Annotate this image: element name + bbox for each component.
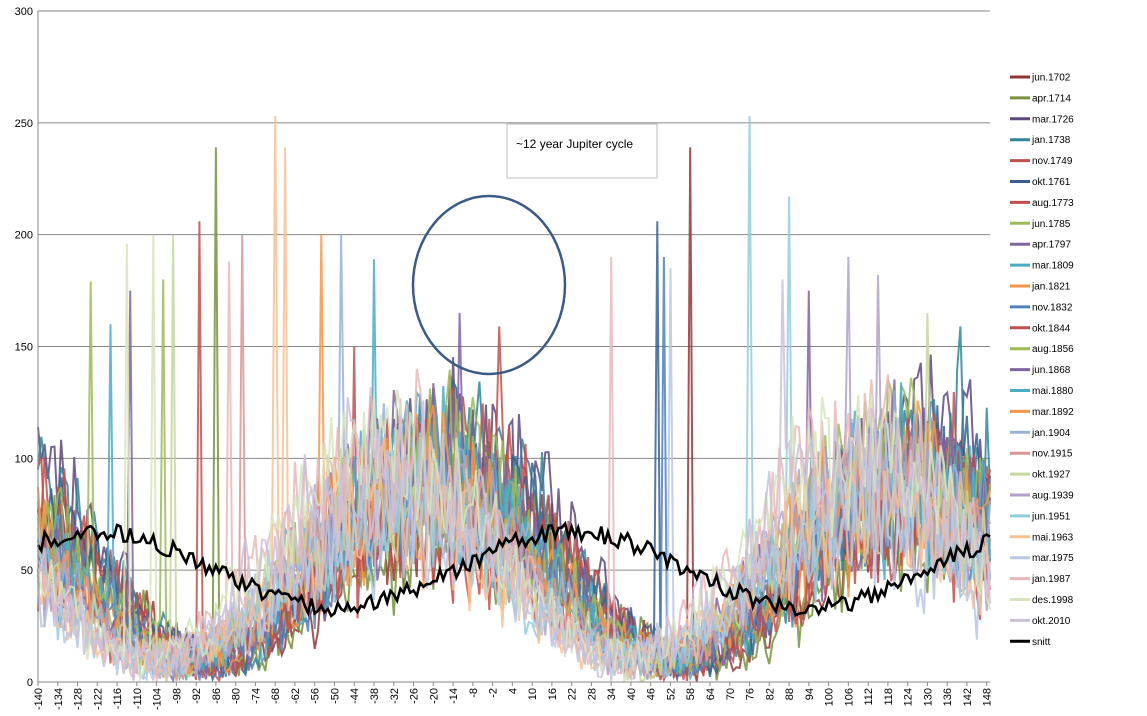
legend-label: nov.1832 [1032,302,1073,313]
x-tick-label: -116 [112,688,124,709]
x-tick-label: 58 [685,688,697,700]
x-tick-label: 40 [626,688,638,700]
x-tick-label: 148 [982,688,994,706]
x-tick-label: 118 [883,688,895,706]
legend-label: okt.1844 [1032,323,1071,334]
legend-label: apr.1797 [1032,240,1071,251]
x-tick-label: 76 [745,688,757,700]
legend-label: mar.1809 [1032,261,1074,272]
x-tick-label: -74 [250,688,262,704]
x-tick-label: 28 [586,688,598,700]
x-tick-label: -14 [448,688,460,704]
y-tick-label: 150 [15,342,33,354]
x-tick-label: -44 [349,688,361,704]
x-tick-label: -26 [409,688,421,704]
y-tick-label: 0 [27,677,33,689]
series-line-okt-2010 [37,279,991,682]
annotation-text: ~12 year Jupiter cycle [516,137,633,151]
legend-label: jun.1785 [1031,219,1071,230]
x-tick-label: -50 [329,688,341,704]
legend-label: snitt [1032,637,1051,648]
x-tick-label: 34 [606,688,618,700]
legend-label: apr.1714 [1032,93,1071,104]
annotation-box [506,123,658,179]
y-tick-label: 200 [15,230,33,242]
legend-label: jan.1738 [1031,135,1071,146]
y-tick-label: 50 [21,565,33,577]
x-tick-label: -128 [73,688,85,710]
x-tick-label: -122 [92,688,104,710]
legend-label: jun.1951 [1031,511,1071,522]
x-tick-label: 124 [903,688,915,706]
y-tick-label: 250 [15,118,33,130]
x-tick-label: 52 [665,688,677,700]
legend-label: okt.2010 [1032,616,1071,627]
x-tick-label: -32 [389,688,401,704]
annotations: ~12 year Jupiter cycle [411,123,658,376]
x-tick-label: -62 [290,688,302,704]
x-tick-label: -92 [191,688,203,704]
legend-label: okt.1761 [1032,177,1071,188]
x-tick-label: -8 [468,688,480,698]
x-tick-label: -98 [171,688,183,704]
series-line-snitt [36,520,991,618]
x-tick-label: 4 [507,688,519,694]
x-tick-label: 94 [804,688,816,700]
y-tick-label: 300 [15,6,33,18]
x-tick-label: 64 [705,688,717,700]
legend-label: okt.1927 [1032,470,1071,481]
legend-label: jun.1868 [1031,365,1071,376]
axes: 0 50 100 150 200 250 300 -140 -134 -128 -122 -116 -1… [15,6,994,710]
x-tick-label: 100 [824,688,836,706]
x-tick-label: -56 [310,688,322,704]
x-tick-label: -134 [53,688,65,710]
legend-label: des.1998 [1032,595,1074,606]
legend-label: jan.1904 [1031,428,1071,439]
x-tick-label: 130 [922,688,934,706]
x-tick-label: -140 [33,688,45,710]
legend-label: jan.1821 [1031,282,1071,293]
legend-label: mai.1963 [1032,532,1074,543]
x-tick-label: -86 [211,688,223,704]
x-tick-label: 106 [843,688,855,706]
legend-label: aug.1856 [1032,344,1074,355]
series-line-mar-1975 [37,268,991,682]
legend-label: mar.1892 [1032,407,1074,418]
legend-label: mai.1880 [1032,386,1074,397]
series-line-des-1998 [37,234,991,683]
x-tick-label: -110 [132,688,144,709]
x-tick-label: 46 [646,688,658,700]
legend-label: nov.1749 [1032,156,1073,167]
jupiter-cycle-circle [411,194,567,376]
legend-label: aug.1939 [1032,491,1074,502]
legend-label: jun.1702 [1031,73,1071,84]
legend-label: jan.1987 [1031,574,1071,585]
x-tick-label: 112 [863,688,875,706]
x-tick-label: -68 [270,688,282,704]
series-lines [36,116,991,684]
legend-label: mar.1726 [1032,114,1074,125]
x-tick-label: -2 [488,688,500,698]
x-tick-label: 82 [764,688,776,700]
x-tick-label: -80 [231,688,243,704]
y-tick-label: 100 [15,453,33,465]
legend: jun.1702 apr.1714 mar.1726 jan.1738 nov.1749… [1010,73,1074,648]
x-tick-label: 16 [547,688,559,700]
x-tick-label: 136 [942,688,954,706]
legend-label: nov.1915 [1032,449,1073,460]
x-tick-label: -20 [428,688,440,704]
x-tick-label: 22 [567,688,579,700]
x-tick-label: 88 [784,688,796,700]
x-tick-label: -38 [369,688,381,704]
legend-label: aug.1773 [1032,198,1074,209]
x-tick-label: 10 [527,688,539,700]
legend-label: mar.1975 [1032,553,1074,564]
x-tick-label: 70 [725,688,737,700]
x-tick-label: -104 [152,688,164,710]
x-tick-label: 142 [962,688,974,706]
